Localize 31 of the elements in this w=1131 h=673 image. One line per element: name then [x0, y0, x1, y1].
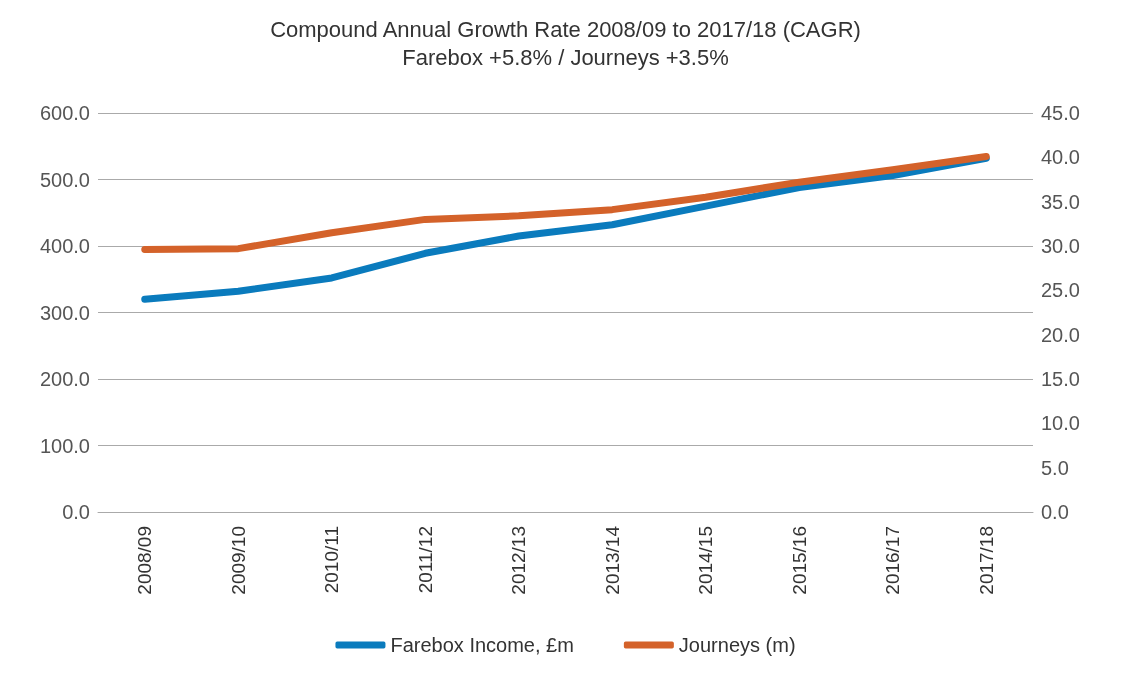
y2-tick-label: 30.0 — [1041, 235, 1080, 257]
y-tick-label: 600.0 — [39, 102, 90, 124]
x-tick-label: 2010/11 — [321, 526, 343, 594]
y-tick-label: 500.0 — [39, 168, 90, 191]
y2-tick-label: 15.0 — [1041, 368, 1080, 390]
y2-tick-label: 5.0 — [1041, 456, 1069, 479]
x-tick-label: 2013/14 — [601, 525, 623, 595]
y2-tick-label: 35.0 — [1041, 190, 1080, 213]
y-tick-label: 0.0 — [62, 501, 90, 523]
y2-tick-label: 45.0 — [1041, 102, 1080, 124]
legend-label: Journeys (m) — [678, 634, 796, 656]
y-tick-label: 200.0 — [39, 368, 90, 390]
chart-subtitle: Farebox +5.8% / Journeys +3.5% — [402, 44, 729, 70]
legend-label: Farebox Income, £m — [390, 634, 574, 656]
y2-tick-label: 10.0 — [1041, 412, 1080, 435]
x-tick-label: 2012/13 — [508, 526, 530, 595]
x-tick-label: 2009/10 — [227, 526, 249, 595]
y2-tick-label: 0.0 — [1041, 501, 1069, 523]
y2-tick-label: 20.0 — [1041, 323, 1080, 346]
y2-tick-label: 25.0 — [1041, 279, 1080, 302]
y-tick-label: 400.0 — [39, 235, 90, 257]
y2-tick-label: 40.0 — [1041, 146, 1080, 169]
x-tick-label: 2008/09 — [134, 526, 156, 595]
x-tick-label: 2015/16 — [788, 526, 810, 595]
x-tick-label: 2011/12 — [414, 526, 436, 594]
x-tick-label: 2017/18 — [975, 526, 997, 595]
y-tick-label: 100.0 — [39, 434, 90, 457]
y-tick-label: 300.0 — [39, 301, 90, 324]
chart-title: Compound Annual Growth Rate 2008/09 to 2017/18 (CAGR) — [270, 16, 861, 42]
x-tick-label: 2016/17 — [882, 526, 904, 595]
x-tick-label: 2014/15 — [695, 526, 717, 595]
